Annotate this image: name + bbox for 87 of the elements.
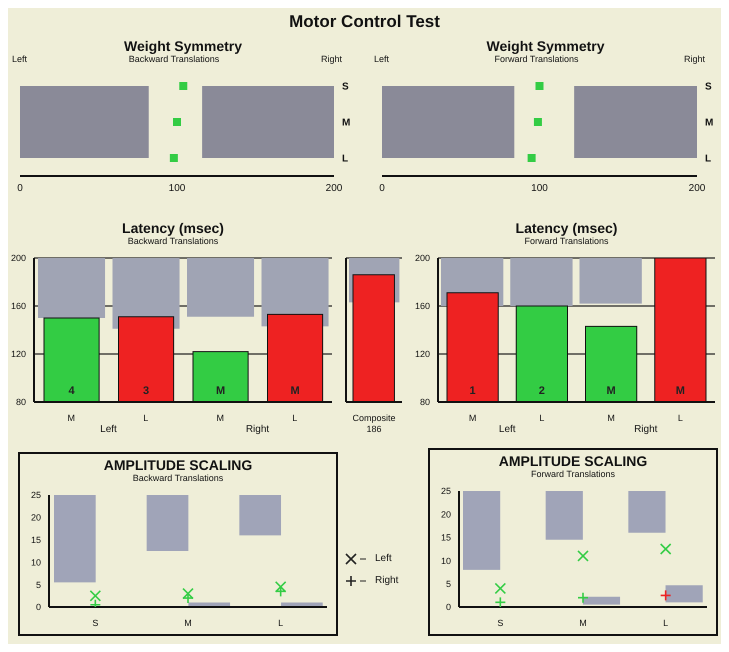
bar [463, 491, 500, 570]
chart-subtitle: Forward Translations [523, 236, 610, 246]
x-tick-label: L [678, 413, 683, 423]
y-tick-label: L [705, 154, 712, 165]
y-tick-label: M [705, 118, 714, 129]
y-tick-label: 120 [10, 349, 26, 360]
x-tick-label: L [143, 413, 148, 423]
point [660, 543, 672, 555]
y-tick-label: 200 [10, 253, 26, 264]
y-tick-label: 120 [414, 349, 430, 360]
y-tick-label: 20 [30, 512, 41, 523]
text: Right [684, 54, 705, 64]
text: M [290, 385, 300, 397]
x-tick-label: 100 [168, 183, 186, 194]
bar [546, 491, 583, 540]
chart-title: Weight Symmetry [123, 38, 243, 54]
text: M [216, 385, 226, 397]
y-tick-label: L [342, 154, 348, 165]
x-tick-label: L [278, 618, 284, 628]
text: Right [634, 424, 658, 435]
chart-title: Weight Symmetry [486, 38, 606, 54]
x-tick-label: M [184, 618, 192, 628]
x-tick-label: Composite [352, 413, 396, 423]
x-tick-label: M [607, 413, 615, 423]
y-tick-label: 0 [446, 602, 451, 612]
chart-subtitle: Forward Translations [494, 54, 579, 64]
chart-title: AMPLITUDE SCALING [498, 453, 648, 469]
y-tick-label: 5 [446, 578, 451, 589]
text: M [676, 385, 685, 397]
text: 1 [470, 385, 476, 397]
chart-subtitle: Backward Translations [132, 473, 224, 483]
text: Left [100, 424, 117, 435]
y-tick-label: 20 [440, 509, 451, 520]
text: 2 [538, 385, 545, 397]
y-tick-label: S [342, 82, 349, 93]
x-tick-label: 100 [531, 183, 548, 194]
y-tick-label: 200 [414, 253, 430, 264]
y-tick-label: 5 [36, 580, 41, 590]
y-tick-label: 10 [30, 557, 41, 568]
chart-title: Latency (msec) [121, 220, 225, 236]
y-tick-label: 15 [440, 532, 451, 543]
chart-subtitle: Backward Translations [128, 54, 220, 64]
point [660, 590, 672, 602]
bar [666, 585, 703, 602]
text: 186 [366, 424, 382, 434]
x-tick-label: L [539, 413, 544, 423]
text: M [606, 385, 616, 397]
point [494, 582, 506, 594]
chart-subtitle: Forward Translations [530, 469, 616, 479]
text: Motor Control Test [288, 12, 441, 32]
x-tick-label: S [92, 618, 98, 628]
text: Right [375, 575, 398, 586]
y-tick-label: 25 [30, 490, 41, 500]
x-tick-label: M [579, 618, 587, 628]
text: Right [246, 424, 270, 435]
x-tick-label: S [497, 618, 504, 628]
y-tick-label: 160 [414, 301, 430, 312]
text: 3 [143, 385, 150, 397]
x-tick-label: L [292, 413, 298, 423]
x-tick-label: L [663, 618, 668, 628]
bar [582, 596, 620, 605]
point [577, 550, 589, 562]
y-tick-label: 10 [440, 556, 451, 566]
y-tick-label: 25 [440, 486, 451, 496]
text: Left [498, 424, 516, 435]
text: Right [320, 54, 342, 64]
y-tick-label: 80 [420, 397, 430, 408]
chart-title: Latency (msec) [514, 220, 618, 236]
y-tick-label: 0 [36, 602, 41, 612]
x-tick-label: M [216, 413, 224, 423]
text: Left [12, 54, 28, 64]
text: 4 [68, 385, 75, 397]
point [494, 596, 506, 607]
chart-subtitle: Backward Translations [126, 236, 220, 246]
y-tick-label: M [342, 118, 350, 129]
y-tick-label: S [705, 82, 712, 93]
bar [628, 491, 666, 533]
y-tick-label: 80 [16, 397, 26, 408]
text: Left [375, 553, 392, 564]
y-tick-label: 15 [30, 534, 41, 545]
chart-title: AMPLITUDE SCALING [102, 457, 254, 473]
x-tick-label: M [468, 413, 476, 423]
x-tick-label: M [68, 413, 75, 423]
y-tick-label: 160 [10, 301, 26, 312]
text: Left [374, 54, 390, 64]
point [577, 592, 589, 604]
x-tick-label: 0 [379, 183, 386, 194]
